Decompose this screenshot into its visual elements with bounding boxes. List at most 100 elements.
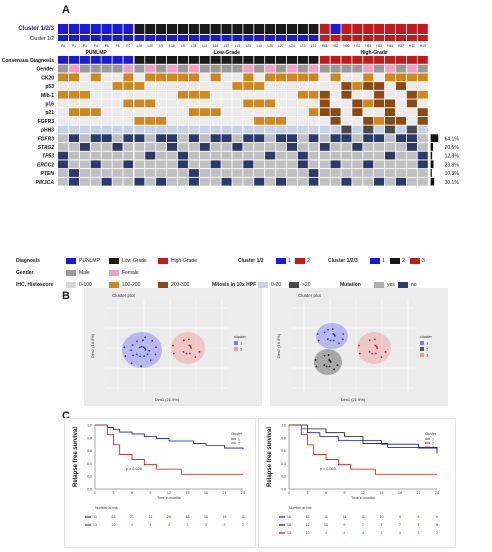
heatmap-cell bbox=[297, 143, 308, 151]
risk-count: 16 bbox=[204, 515, 208, 519]
risk-count: 11 bbox=[241, 515, 245, 519]
heatmap-cell bbox=[145, 90, 156, 99]
heatmap-cell bbox=[58, 82, 69, 90]
cluster-point bbox=[144, 347, 146, 350]
heatmap-cell bbox=[374, 177, 385, 186]
heatmap-cell bbox=[167, 90, 178, 99]
sample-label: L27 bbox=[278, 44, 284, 48]
x-tick-label: 0 bbox=[288, 491, 290, 495]
heatmap-cell bbox=[330, 64, 341, 73]
legend-label-lowgrade: Low-Grade bbox=[122, 258, 147, 264]
heatmap-cell bbox=[199, 73, 210, 82]
cluster-point bbox=[317, 339, 320, 342]
heatmap-cell bbox=[177, 82, 188, 90]
heatmap-cell bbox=[188, 134, 199, 143]
cluster-point bbox=[315, 365, 318, 368]
heatmap-row-label: FGFR3 bbox=[38, 136, 55, 142]
heatmap-cell bbox=[352, 134, 363, 143]
heatmap-cell bbox=[406, 82, 417, 90]
heatmap-cell bbox=[385, 116, 396, 125]
heatmap-cell bbox=[297, 134, 308, 143]
x-tick-label: 21 bbox=[223, 491, 227, 495]
heatmap-cell bbox=[395, 116, 406, 125]
y-tick-label: 0.0 bbox=[87, 488, 92, 492]
sample-label: L25 bbox=[246, 44, 252, 48]
heatmap-cell bbox=[79, 160, 90, 169]
legend-label-male: Male bbox=[79, 270, 90, 276]
heatmap-cell bbox=[308, 125, 319, 134]
cluster-legend-label: 2 bbox=[240, 347, 243, 352]
cluster123-cell bbox=[363, 24, 374, 34]
sample-label: L12 bbox=[311, 44, 317, 48]
heatmap-cell bbox=[58, 169, 69, 177]
heatmap-cell bbox=[58, 116, 69, 125]
x-tick-label: 21 bbox=[417, 491, 421, 495]
heatmap-cell bbox=[297, 64, 308, 73]
heatmap-cell bbox=[101, 90, 112, 99]
heatmap-cell bbox=[363, 169, 374, 177]
heatmap-cell bbox=[385, 134, 396, 143]
heatmap-cell bbox=[363, 108, 374, 116]
heatmap-cell bbox=[330, 134, 341, 143]
heatmap-cell bbox=[101, 177, 112, 186]
heatmap-cell bbox=[374, 151, 385, 160]
panel-label-b: B bbox=[62, 290, 70, 302]
heatmap-cell bbox=[297, 116, 308, 125]
heatmap-cell bbox=[134, 177, 145, 186]
heatmap-cell bbox=[221, 108, 232, 116]
x-axis-label: Time in months bbox=[351, 496, 375, 500]
heatmap-cell bbox=[341, 151, 352, 160]
y-tick-label: 0.2 bbox=[281, 475, 286, 479]
heatmap-cell bbox=[210, 143, 221, 151]
heatmap-cell bbox=[308, 169, 319, 177]
sample-label: L10 bbox=[257, 44, 263, 48]
heatmap-cell bbox=[341, 177, 352, 186]
heatmap-cell bbox=[145, 177, 156, 186]
heatmap-cell bbox=[254, 143, 265, 151]
legend-label-mit-low: 0-20 bbox=[271, 282, 282, 288]
cluster-point bbox=[194, 356, 197, 359]
cluster-point bbox=[198, 351, 201, 353]
heatmap-row-label: Mib-1 bbox=[41, 93, 54, 99]
heatmap-cell bbox=[395, 151, 406, 160]
heatmap-cell bbox=[417, 143, 428, 151]
heatmap-cell bbox=[276, 90, 287, 99]
heatmap-cell bbox=[156, 90, 167, 99]
risk-count: 21 bbox=[130, 515, 134, 519]
cluster123-cell bbox=[134, 24, 145, 34]
heatmap-cell bbox=[90, 99, 101, 108]
cluster123-cell bbox=[395, 24, 406, 34]
heatmap-cell bbox=[243, 82, 254, 90]
sample-label: P6 bbox=[61, 44, 65, 48]
cluster12-cell bbox=[406, 35, 417, 41]
km-legend-title: Cluster bbox=[231, 432, 243, 436]
risk-count: 4 bbox=[131, 523, 133, 527]
heatmap-cell bbox=[276, 64, 287, 73]
cluster12-cell bbox=[254, 35, 265, 41]
heatmap-cell bbox=[210, 177, 221, 186]
legend-label-ihc-mid: 100-200 bbox=[122, 282, 141, 288]
cluster-point bbox=[136, 340, 138, 343]
heatmap-cell bbox=[406, 143, 417, 151]
heatmap-cell bbox=[265, 56, 276, 64]
sample-label: L11 bbox=[202, 44, 207, 48]
heatmap-cell bbox=[221, 177, 232, 186]
heatmap-cell bbox=[232, 73, 243, 82]
heatmap-cell bbox=[167, 56, 178, 64]
heatmap-cell bbox=[79, 108, 90, 116]
heatmap-row-label: TP53 bbox=[42, 154, 54, 160]
heatmap-cell bbox=[286, 125, 297, 134]
heatmap-cell bbox=[395, 82, 406, 90]
heatmap-cell bbox=[199, 108, 210, 116]
heatmap-cell bbox=[265, 108, 276, 116]
cluster123-cell bbox=[58, 24, 69, 34]
heatmap-cell bbox=[374, 143, 385, 151]
legend-swatch-male bbox=[66, 270, 76, 276]
heatmap-cell bbox=[101, 116, 112, 125]
cluster12-cell bbox=[199, 35, 210, 41]
cluster12-cell bbox=[167, 35, 178, 41]
legend-ihc-title: IHC, Histoscore bbox=[16, 282, 54, 288]
cluster-point bbox=[138, 346, 141, 349]
heatmap-cell bbox=[134, 90, 145, 99]
heatmap-row-label: ERCC2 bbox=[37, 162, 54, 168]
